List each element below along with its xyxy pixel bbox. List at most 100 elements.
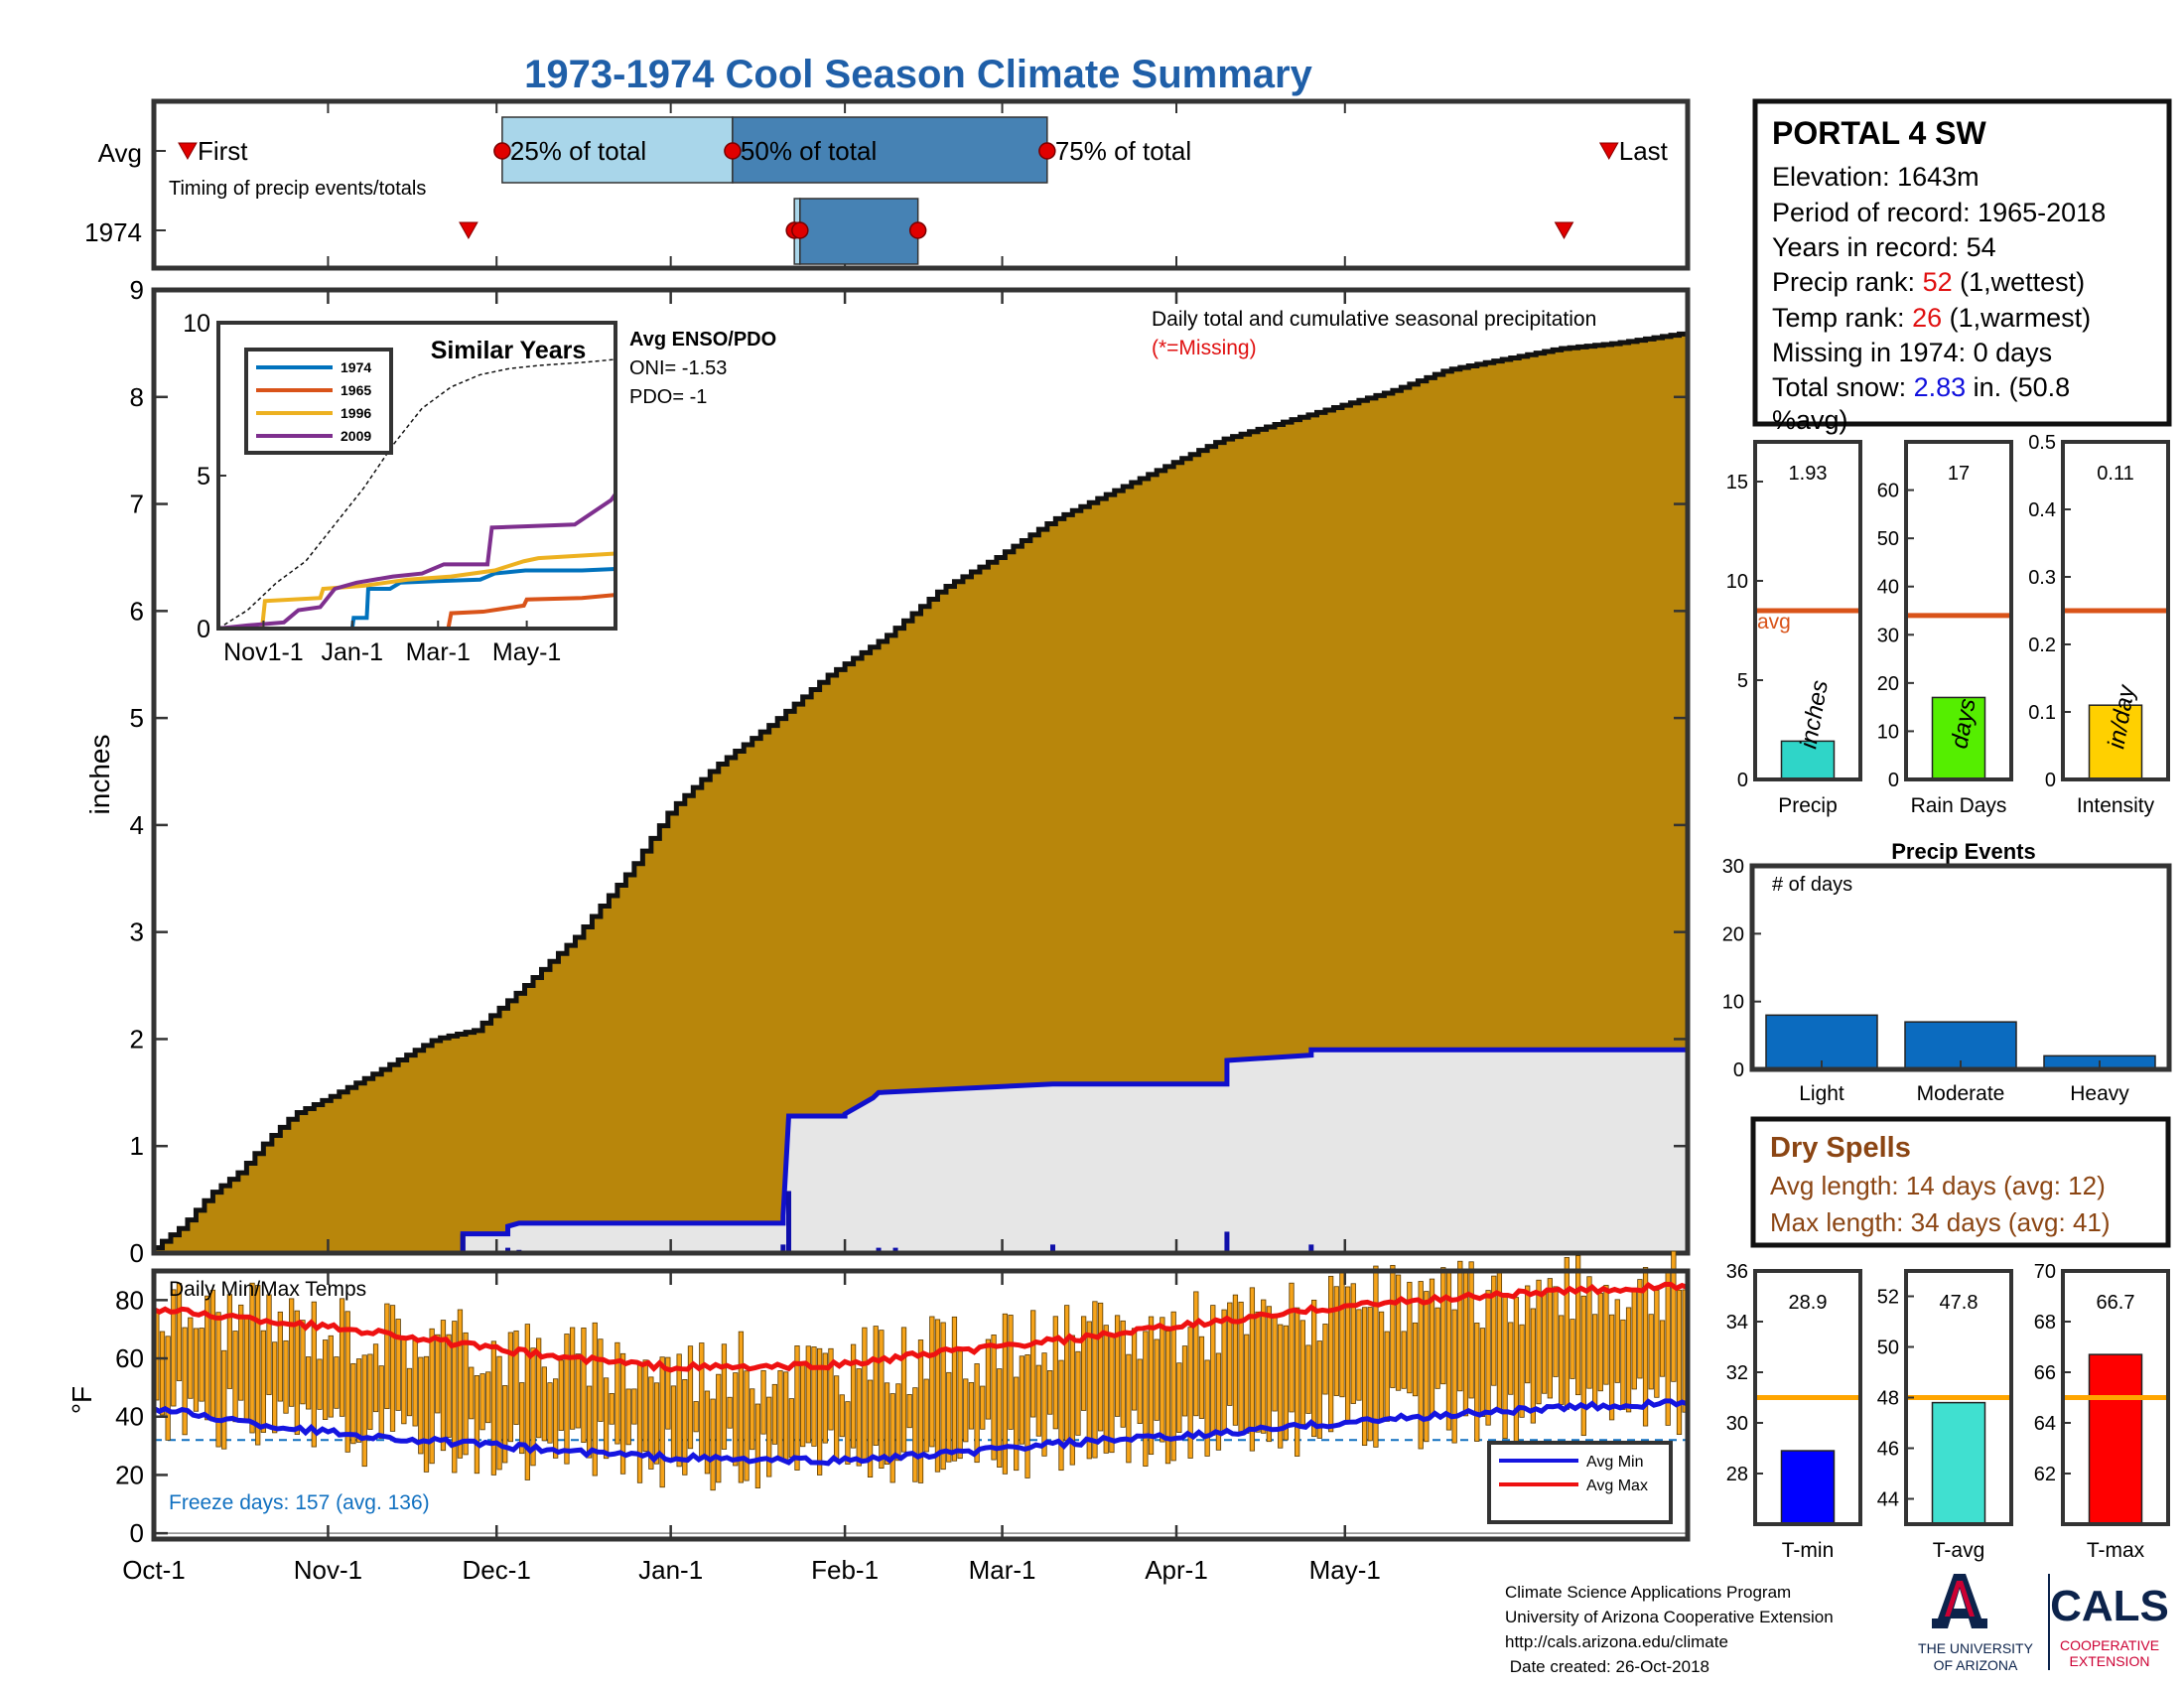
cumulative-average-area	[154, 333, 1688, 1254]
daily-temp-bar	[507, 1332, 513, 1443]
main-ytick-label: 4	[130, 810, 144, 840]
daily-temp-bar	[811, 1346, 817, 1447]
enso-oni: ONI= -1.53	[629, 357, 727, 379]
daily-temp-bar	[598, 1338, 604, 1422]
daily-temp-bar	[659, 1356, 665, 1488]
ua-logo-line-2: OF ARIZONA	[1934, 1657, 2018, 1673]
daily-temp-bar	[1608, 1314, 1615, 1421]
daily-temp-bar	[1058, 1359, 1064, 1472]
tmin-ytick-label: 28	[1726, 1464, 1748, 1485]
daily-temp-bar	[463, 1332, 469, 1456]
total-snow-note: in. (50.8	[1966, 372, 2070, 402]
daily-temp-bar	[188, 1317, 194, 1399]
daily-temp-bar	[1525, 1285, 1531, 1384]
daily-temp-bar	[1412, 1322, 1419, 1397]
avg-first-label: First	[198, 136, 248, 166]
y1974-50-marker	[791, 221, 809, 239]
daily-temp-bar	[1479, 1328, 1486, 1418]
freeze-days-text: Freeze days: 157 (avg. 136)	[169, 1491, 430, 1514]
daily-temp-bar	[355, 1358, 362, 1443]
daily-temp-bar	[1620, 1319, 1626, 1410]
daily-temp-bar	[1283, 1325, 1289, 1441]
daily-temp-bar	[906, 1394, 912, 1429]
daily-temp-bar	[243, 1316, 250, 1422]
daily-temp-bar	[249, 1282, 255, 1434]
daily-temp-bar	[1176, 1362, 1182, 1433]
avg-max-line	[152, 1281, 1689, 1373]
daily-temp-bar	[699, 1342, 705, 1458]
tmax-value-label: 66.7	[2097, 1292, 2135, 1314]
daily-temp-bar	[1445, 1269, 1452, 1431]
y1974-first-marker	[459, 221, 478, 240]
similar-legend-label-2009: 2009	[341, 428, 371, 444]
daily-temp-bar	[283, 1339, 289, 1414]
daily-temp-bar	[490, 1340, 497, 1476]
daily-temp-bar	[833, 1375, 840, 1463]
daily-temp-bar	[1024, 1354, 1030, 1478]
precip-rank-note: (1,wettest)	[1953, 267, 2086, 297]
main-ytick-label: 8	[130, 382, 144, 412]
daily-temp-bar	[1299, 1320, 1305, 1425]
daily-temp-bar	[603, 1377, 610, 1460]
daily-temp-bar	[1244, 1334, 1250, 1434]
daily-temp-bar	[716, 1373, 722, 1483]
main-ytick-label: 9	[130, 275, 144, 305]
station-years: Years in record: 54	[1772, 232, 1996, 262]
daily-temp-bar	[581, 1327, 587, 1444]
similar-series-line-1965	[218, 593, 616, 631]
daily-temp-bar	[474, 1375, 480, 1475]
daily-temp-bar	[940, 1322, 946, 1471]
daily-temp-bar	[1648, 1314, 1654, 1390]
daily-temp-bar	[1030, 1310, 1036, 1418]
daily-temp-bar	[1654, 1290, 1660, 1398]
cals-logo-text: CALS	[2050, 1582, 2169, 1630]
daily-temp-bar	[704, 1390, 711, 1475]
daily-temp-bar	[1311, 1299, 1317, 1438]
avg-50-label: 50% of total	[741, 136, 877, 166]
daily-temp-bar	[788, 1398, 794, 1459]
daily-temp-bar	[642, 1359, 648, 1453]
daily-temp-bar	[1215, 1352, 1222, 1451]
daily-temp-bar	[1491, 1275, 1497, 1386]
daily-temp-bar	[850, 1343, 857, 1449]
daily-temp-bar	[985, 1338, 992, 1420]
daily-temp-bar	[1227, 1302, 1233, 1406]
ua-a-inner-icon	[1945, 1581, 1975, 1617]
tmin-ytick-label: 32	[1726, 1362, 1748, 1384]
daily-temp-bar	[558, 1359, 564, 1431]
main-ytick-label: 0	[130, 1238, 144, 1268]
tavg-value-label: 47.8	[1940, 1292, 1979, 1314]
daily-temp-bar	[339, 1298, 345, 1417]
temperature-panel: 0 20 40 60 80 Oct-1 Nov-1 Dec-1 Jan-1 Feb-1 Mar-1 A…	[67, 1250, 1691, 1585]
dry-spells-title: Dry Spells	[1770, 1132, 1911, 1164]
cals-logo-line-3: EXTENSION	[2070, 1653, 2150, 1669]
similar-ytick-label: 0	[197, 616, 210, 643]
daily-temp-bar	[1272, 1314, 1278, 1412]
temp-xtick-label: Dec-1	[463, 1555, 531, 1585]
daily-temp-bar	[1316, 1340, 1322, 1439]
daily-precip-bar	[460, 1233, 466, 1253]
daily-temp-bar	[867, 1379, 874, 1478]
daily-temp-bar	[1401, 1331, 1407, 1389]
daily-temp-bar	[1148, 1316, 1155, 1456]
daily-temp-bar	[1154, 1338, 1160, 1421]
daily-temp-bar	[1553, 1286, 1559, 1377]
daily-temp-bar	[1597, 1293, 1603, 1392]
daily-temp-bar	[334, 1356, 340, 1409]
main-ytick-label: 3	[130, 917, 144, 947]
daily-temp-bar	[1097, 1302, 1104, 1432]
daily-temp-bar	[1131, 1328, 1138, 1411]
daily-temp-bar	[1676, 1289, 1683, 1436]
daily-temp-bar	[991, 1335, 997, 1461]
daily-temp-bar	[968, 1382, 975, 1430]
daily-temp-bar	[963, 1378, 969, 1443]
events-ytick-label: 0	[1733, 1059, 1744, 1081]
daily-precip-bar	[786, 1191, 792, 1253]
tmax-bar	[2088, 1353, 2143, 1525]
daily-temp-bar	[1092, 1301, 1098, 1459]
daily-temp-bar	[165, 1336, 171, 1441]
daily-temp-bar	[1418, 1281, 1424, 1450]
daily-temp-bar	[1328, 1275, 1334, 1433]
daily-temp-bar	[209, 1289, 216, 1422]
